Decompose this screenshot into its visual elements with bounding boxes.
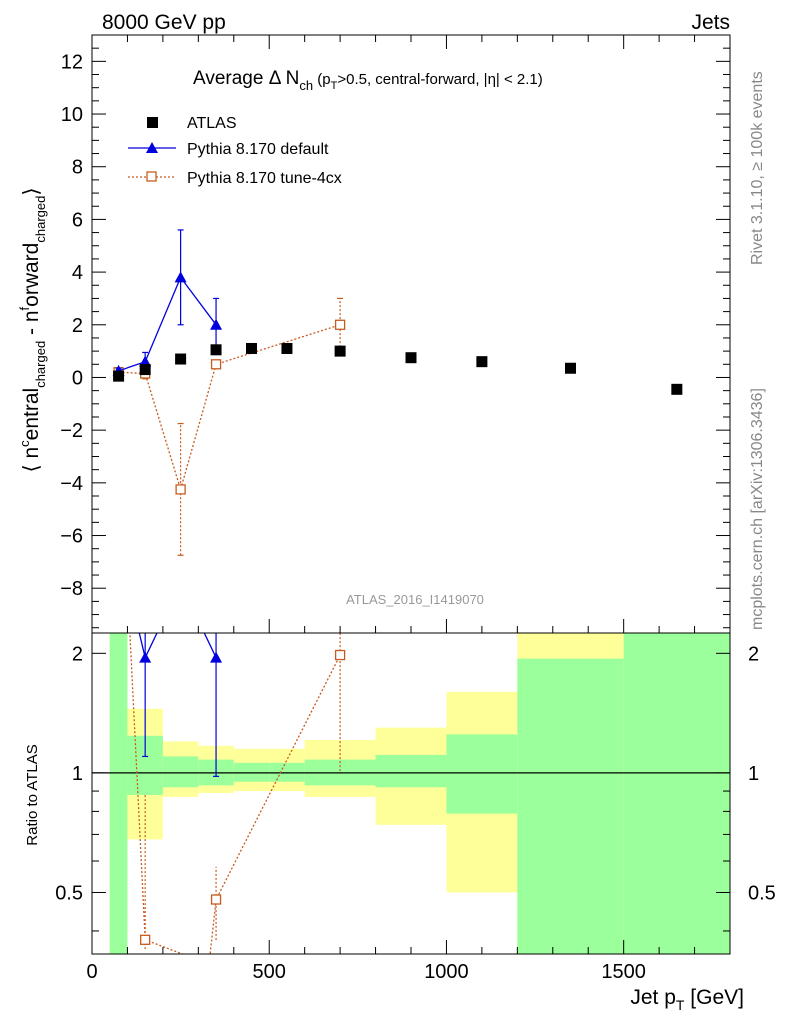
legend-default-label: Pythia 8.170 default: [187, 141, 329, 158]
header-left: 8000 GeV pp: [102, 11, 226, 34]
tune-line: [118, 324, 341, 492]
main-ytick-label: −6: [60, 526, 83, 548]
atlas-point-1: [139, 364, 151, 376]
ratio-ytick-label: 2: [72, 643, 83, 665]
atlas-point-10: [671, 383, 683, 395]
tune-point-4: [334, 319, 346, 330]
ratio-default-point-1: [139, 651, 152, 663]
atlas-point-0: [113, 370, 125, 382]
legend-item-default: Pythia 8.170 default: [128, 141, 329, 158]
mcplots-label: mcplots.cern.ch [arXiv:1306.3436]: [749, 388, 766, 630]
atlas-point-3: [210, 344, 222, 356]
ratio-xtick-label: 1000: [424, 961, 469, 983]
main-title: Average Δ Nch (pT>0.5, central-forward, …: [193, 68, 543, 93]
ratio-ytick-label-right: 2: [748, 643, 759, 665]
ratio-tune-point-3: [210, 894, 222, 905]
ratio-xtick-label: 1500: [601, 961, 646, 983]
ratio-ytick-label: 1: [72, 763, 83, 785]
default-point-1: [139, 355, 152, 367]
header-right: Jets: [691, 11, 730, 34]
main-ytick-label: 0: [72, 367, 83, 389]
main-ytick-label: 6: [72, 209, 83, 231]
legend-atlas-marker: [147, 117, 158, 128]
main-ytick-label: −8: [60, 578, 83, 600]
legend-item-atlas: ATLAS: [147, 115, 237, 132]
main-ytick-label: 10: [61, 104, 83, 126]
band-green-4: [233, 762, 270, 782]
atlas-point-7: [405, 352, 417, 364]
main-ytick-label: −4: [60, 473, 83, 495]
x-axis-label: Jet pT [GeV]: [630, 986, 744, 1013]
ratio-ytick-label-right: 1: [748, 763, 759, 785]
ratio-xtick-label: 0: [86, 961, 97, 983]
rivet-label: Rivet 3.1.10, ≥ 100k events: [749, 71, 766, 265]
watermark: ATLAS_2016_I1419070: [346, 592, 484, 607]
atlas-point-5: [281, 342, 293, 354]
default-point-2: [174, 271, 187, 283]
band-green-9: [517, 658, 624, 954]
atlas-point-8: [476, 356, 488, 368]
ratio-ylabel: Ratio to ATLAS: [24, 744, 41, 845]
ratio-default-point-3: [210, 651, 223, 663]
band-green-10: [623, 633, 730, 954]
main-ytick-label: 8: [72, 157, 83, 179]
ratio-default-line: [138, 633, 217, 660]
tune-point-2: [175, 484, 186, 495]
legend: ATLAS Pythia 8.170 default Pythia 8.170 …: [128, 115, 342, 187]
legend-tune-label: Pythia 8.170 tune-4cx: [187, 170, 342, 187]
main-plot-content: [112, 229, 683, 556]
band-green-2: [162, 756, 199, 788]
ratio-xtick-label: 500: [253, 961, 286, 983]
band-green-8: [446, 734, 518, 814]
tune-point-3: [210, 359, 222, 370]
ratio-bands: [109, 633, 730, 954]
main-ytick-label: 12: [61, 51, 83, 73]
atlas-point-9: [565, 362, 576, 374]
atlas-point-2: [175, 353, 187, 365]
legend-tune-marker: [146, 171, 157, 182]
ratio-tune-line: [129, 633, 341, 954]
band-green-0: [109, 633, 128, 954]
legend-atlas-label: ATLAS: [187, 115, 237, 132]
main-ytick-label: −2: [60, 420, 83, 442]
legend-default-marker: [146, 142, 158, 153]
atlas-point-6: [334, 345, 346, 357]
main-ytick-label: 4: [72, 262, 83, 284]
band-green-5: [269, 762, 305, 782]
ratio-tune-point-1: [140, 934, 151, 945]
svg-text:⟨ ncentralcharged - nforwardch: ⟨ ncentralcharged - nforwardcharged⟩: [17, 187, 48, 472]
atlas-point-4: [246, 342, 257, 354]
ratio-plot-content: [92, 633, 730, 954]
ratio-tune-point-4: [334, 649, 346, 661]
ratio-ytick-label: 0.5: [55, 882, 83, 904]
default-line: [118, 276, 217, 372]
default-point-3: [210, 318, 223, 330]
ratio-ytick-label-right: 0.5: [748, 882, 776, 904]
main-ytick-label: 2: [72, 315, 83, 337]
band-green-7: [375, 754, 447, 788]
legend-item-tune: Pythia 8.170 tune-4cx: [128, 170, 342, 187]
main-ylabel: ⟨ ncentralcharged - nforwardcharged⟩: [17, 187, 48, 472]
